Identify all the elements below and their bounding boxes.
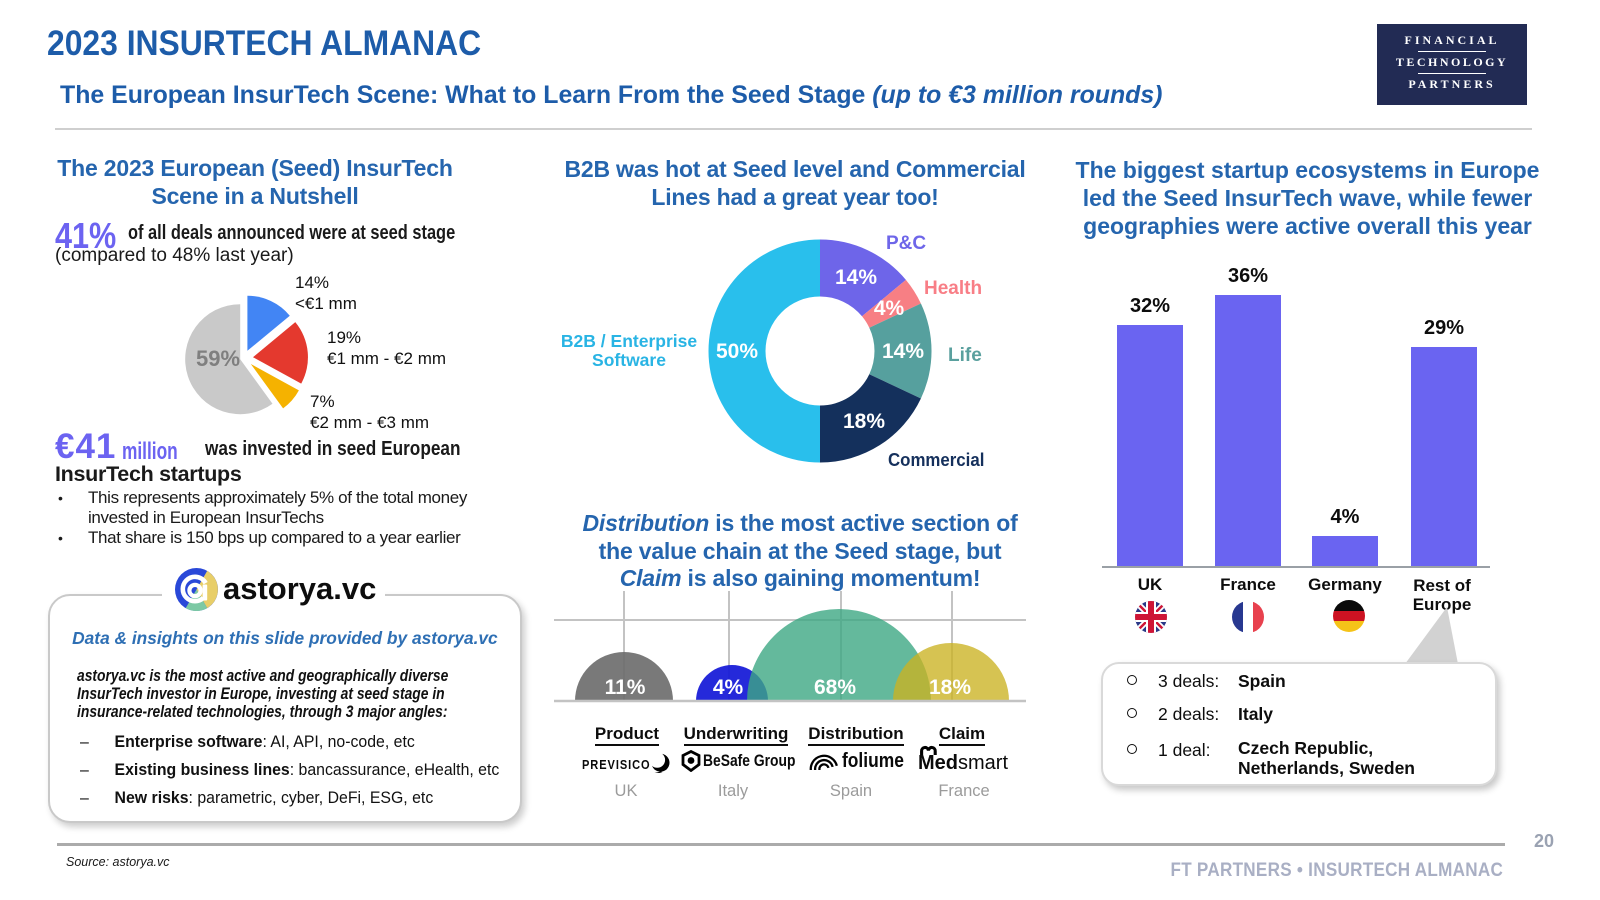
svg-text:18%: 18% xyxy=(929,676,971,699)
svg-text:68%: 68% xyxy=(814,676,856,699)
svg-text:11%: 11% xyxy=(605,676,646,699)
svg-text:4%: 4% xyxy=(713,676,744,699)
